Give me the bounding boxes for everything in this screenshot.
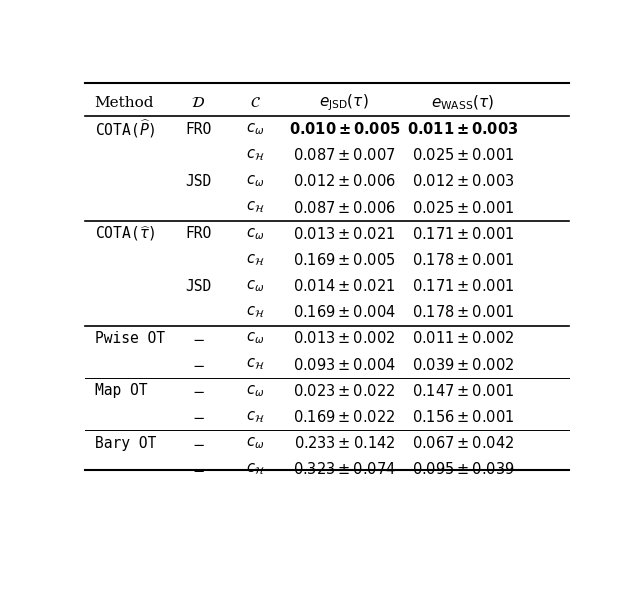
Text: $\mathbf{0.010 \pm 0.005}$: $\mathbf{0.010 \pm 0.005}$ [288,121,400,137]
Text: COTA($\widehat{P}$): COTA($\widehat{P}$) [94,118,155,140]
Text: $c_{\mathcal{H}}$: $c_{\mathcal{H}}$ [246,305,265,320]
Text: $e_{\mathrm{JSD}}(\tau)$: $e_{\mathrm{JSD}}(\tau)$ [320,92,369,113]
Text: $0.067 \pm 0.042$: $0.067 \pm 0.042$ [412,435,514,451]
Text: $c_{\omega}$: $c_{\omega}$ [246,278,264,294]
Text: $0.013 \pm 0.021$: $0.013 \pm 0.021$ [293,226,396,242]
Text: $-$: $-$ [192,436,205,451]
Text: $0.039 \pm 0.002$: $0.039 \pm 0.002$ [412,356,514,372]
Text: $0.171 \pm 0.001$: $0.171 \pm 0.001$ [412,226,514,242]
Text: $-$: $-$ [192,383,205,398]
Text: $0.087 \pm 0.006$: $0.087 \pm 0.006$ [293,200,396,216]
Text: $0.178 \pm 0.001$: $0.178 \pm 0.001$ [412,252,514,268]
Text: $c_{\mathcal{H}}$: $c_{\mathcal{H}}$ [246,200,265,215]
Text: FRO: FRO [185,226,212,241]
Text: JSD: JSD [185,174,212,189]
Text: $0.013 \pm 0.002$: $0.013 \pm 0.002$ [293,330,396,346]
Text: Bary OT: Bary OT [94,436,156,451]
Text: Pwise OT: Pwise OT [94,331,165,346]
Text: $0.012 \pm 0.006$: $0.012 \pm 0.006$ [293,173,396,190]
Text: $c_{\omega}$: $c_{\omega}$ [246,383,264,399]
Text: $0.095 \pm 0.039$: $0.095 \pm 0.039$ [412,461,514,477]
Text: $0.178 \pm 0.001$: $0.178 \pm 0.001$ [412,304,514,320]
Text: $-$: $-$ [192,357,205,372]
Text: $c_{\mathcal{H}}$: $c_{\mathcal{H}}$ [246,409,265,425]
Text: $c_{\omega}$: $c_{\omega}$ [246,435,264,451]
Text: $0.023 \pm 0.022$: $0.023 \pm 0.022$ [293,383,396,399]
Text: $\mathcal{D}$: $\mathcal{D}$ [191,96,205,110]
Text: $0.233 \pm 0.142$: $0.233 \pm 0.142$ [293,435,395,451]
Text: $0.169 \pm 0.005$: $0.169 \pm 0.005$ [293,252,396,268]
Text: $c_{\mathcal{H}}$: $c_{\mathcal{H}}$ [246,147,265,163]
Text: $c_{\mathcal{H}}$: $c_{\mathcal{H}}$ [246,252,265,268]
Text: $c_{\mathcal{H}}$: $c_{\mathcal{H}}$ [246,461,265,477]
Text: $0.156 \pm 0.001$: $0.156 \pm 0.001$ [412,409,514,425]
Text: $0.147 \pm 0.001$: $0.147 \pm 0.001$ [412,383,514,399]
Text: $0.169 \pm 0.004$: $0.169 \pm 0.004$ [293,304,396,320]
Text: $0.014 \pm 0.021$: $0.014 \pm 0.021$ [293,278,396,294]
Text: Map OT: Map OT [94,383,147,398]
Text: $0.087 \pm 0.007$: $0.087 \pm 0.007$ [293,147,396,163]
Text: $0.169 \pm 0.022$: $0.169 \pm 0.022$ [293,409,396,425]
Text: $0.171 \pm 0.001$: $0.171 \pm 0.001$ [412,278,514,294]
Text: $e_{\mathrm{WASS}}(\tau)$: $e_{\mathrm{WASS}}(\tau)$ [431,94,494,112]
Text: $0.025 \pm 0.001$: $0.025 \pm 0.001$ [412,200,514,216]
Text: FRO: FRO [185,122,212,136]
Text: $0.025 \pm 0.001$: $0.025 \pm 0.001$ [412,147,514,163]
Text: $0.012 \pm 0.003$: $0.012 \pm 0.003$ [412,173,514,190]
Text: $\mathbf{0.011 \pm 0.003}$: $\mathbf{0.011 \pm 0.003}$ [407,121,519,137]
Text: $\mathcal{C}$: $\mathcal{C}$ [250,96,261,110]
Text: $-$: $-$ [192,462,205,477]
Text: $c_{\mathcal{H}}$: $c_{\mathcal{H}}$ [246,356,265,372]
Text: $c_{\omega}$: $c_{\omega}$ [246,121,264,137]
Text: $c_{\omega}$: $c_{\omega}$ [246,173,264,190]
Text: $-$: $-$ [192,331,205,346]
Text: $0.323 \pm 0.074$: $0.323 \pm 0.074$ [293,461,396,477]
Text: $c_{\omega}$: $c_{\omega}$ [246,226,264,241]
Text: COTA($\widehat{\tau}$): COTA($\widehat{\tau}$) [94,224,155,243]
Text: $0.011 \pm 0.002$: $0.011 \pm 0.002$ [412,330,514,346]
Text: $c_{\omega}$: $c_{\omega}$ [246,331,264,346]
Text: JSD: JSD [185,278,212,294]
Text: $-$: $-$ [192,409,205,424]
Text: $0.093 \pm 0.004$: $0.093 \pm 0.004$ [293,356,396,372]
Text: Method: Method [94,96,154,110]
